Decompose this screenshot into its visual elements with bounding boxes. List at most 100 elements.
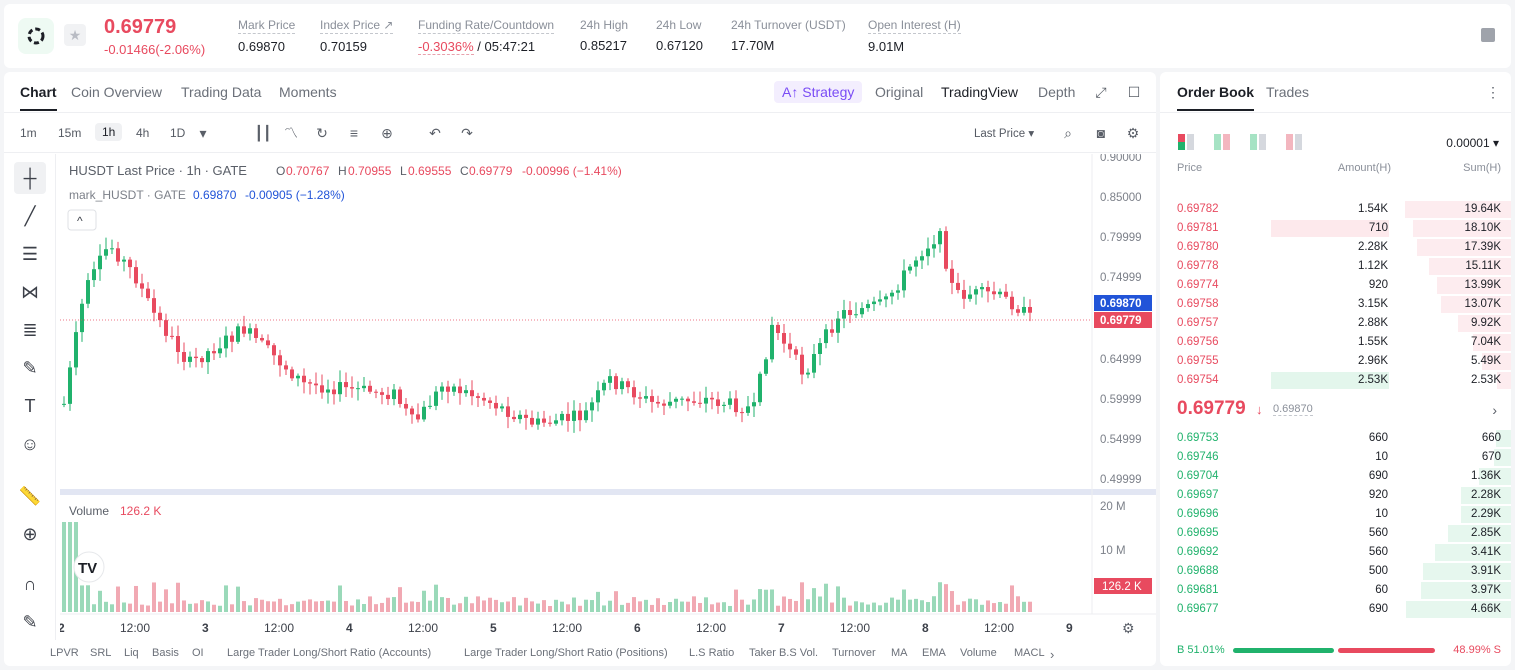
indicators-icon[interactable]: 〽: [284, 125, 298, 141]
fibonacci-icon[interactable]: ≣: [22, 319, 38, 340]
ask-row[interactable]: 0.69756 1.55K 7.04K: [1160, 333, 1511, 352]
expand-icon[interactable]: ⤢: [1095, 84, 1107, 100]
price-chart[interactable]: 0.90000 0.85000 0.79999 0.74999 0.64999 …: [60, 154, 1156, 640]
dropdown-caret-icon[interactable]: ▾: [199, 125, 207, 141]
indicator-ls-ratio[interactable]: L.S Ratio: [689, 647, 735, 659]
ask-row[interactable]: 0.69778 1.12K 15.11K: [1160, 257, 1511, 276]
ask-row[interactable]: 0.69758 3.15K 13.07K: [1160, 295, 1511, 314]
volume-bar: [962, 601, 966, 612]
bid-row[interactable]: 0.69677 690 4.66K: [1160, 600, 1511, 619]
indicator-oi[interactable]: OI: [192, 647, 204, 659]
tab-trading-data[interactable]: Trading Data: [181, 84, 262, 100]
view-depth-icon[interactable]: [1286, 134, 1304, 150]
view-original[interactable]: Original: [875, 84, 924, 100]
magnet-icon[interactable]: ∩: [23, 573, 37, 594]
timeframe-1h[interactable]: 1h: [95, 123, 123, 141]
view-tradingview[interactable]: TradingView: [941, 84, 1019, 100]
more-menu-icon[interactable]: ⋮: [1486, 84, 1500, 100]
template-icon[interactable]: ≡: [349, 125, 359, 141]
replay-icon[interactable]: ↻: [316, 125, 328, 141]
price-type-select[interactable]: Last Price ▾: [974, 128, 1035, 140]
ask-row[interactable]: 0.69754 2.53K 2.53K: [1160, 371, 1511, 390]
camera-icon[interactable]: ◙: [1096, 125, 1106, 141]
strategy-button[interactable]: A↑ Strategy: [774, 81, 863, 103]
timeframe-15m[interactable]: 15m: [58, 126, 82, 140]
ask-row[interactable]: 0.69780 2.28K 17.39K: [1160, 238, 1511, 257]
ask-row[interactable]: 0.69782 1.54K 19.64K: [1160, 200, 1511, 219]
indicator-ema[interactable]: EMA: [922, 647, 946, 659]
ruler-icon[interactable]: 📏: [18, 485, 42, 506]
ask-row[interactable]: 0.69781 710 18.10K: [1160, 219, 1511, 238]
emoji-icon[interactable]: ☺: [20, 433, 40, 454]
undo-icon[interactable]: ↶: [429, 125, 441, 141]
redo-icon[interactable]: ↷: [461, 125, 473, 141]
window-icon[interactable]: ☐: [1127, 84, 1141, 100]
bid-row[interactable]: 0.69681 60 3.97K: [1160, 581, 1511, 600]
indicator-taker-vol[interactable]: Taker B.S Vol.: [749, 647, 819, 659]
add-indicator-icon[interactable]: ⊕: [381, 125, 393, 141]
tab-trades[interactable]: Trades: [1266, 84, 1310, 100]
search-icon[interactable]: ⌕: [1064, 125, 1072, 141]
indicator-ma[interactable]: MA: [891, 647, 908, 659]
view-asks-icon[interactable]: [1250, 134, 1268, 150]
candle-type-icon[interactable]: ┃┃: [254, 125, 272, 141]
horizontal-lines-icon[interactable]: ☰: [21, 243, 39, 264]
indicator-lt-positions[interactable]: Large Trader Long/Short Ratio (Positions…: [464, 647, 668, 659]
pane-separator[interactable]: [60, 489, 1156, 495]
ask-price: 0.69756: [1177, 336, 1219, 348]
indicator-turnover[interactable]: Turnover: [832, 647, 876, 659]
indicator-lt-accounts[interactable]: Large Trader Long/Short Ratio (Accounts): [227, 647, 432, 659]
indicator-volume[interactable]: Volume: [960, 647, 997, 659]
pattern-icon[interactable]: ⋈: [21, 281, 39, 302]
indicator-macd[interactable]: MACL: [1014, 647, 1045, 659]
view-depth[interactable]: Depth: [1038, 84, 1076, 100]
bid-row[interactable]: 0.69704 690 1.36K: [1160, 467, 1511, 486]
timeframe-4h[interactable]: 4h: [136, 126, 150, 140]
indicator-srl[interactable]: SRL: [90, 647, 112, 659]
bid-row[interactable]: 0.69692 560 3.41K: [1160, 543, 1511, 562]
bid-row[interactable]: 0.69753 660 660: [1160, 429, 1511, 448]
bid-row[interactable]: 0.69695 560 2.85K: [1160, 524, 1511, 543]
view-bids-icon[interactable]: [1214, 134, 1232, 150]
indicator-basis[interactable]: Basis: [152, 647, 179, 659]
ask-row[interactable]: 0.69755 2.96K 5.49K: [1160, 352, 1511, 371]
indicator-lpvr[interactable]: LPVR: [50, 647, 79, 659]
trendline-icon[interactable]: ╱: [24, 205, 36, 226]
stat-label[interactable]: Funding Rate/Countdown: [418, 18, 555, 34]
document-icon[interactable]: [1481, 28, 1495, 42]
indicator-liq[interactable]: Liq: [124, 647, 139, 659]
volume-bar: [200, 600, 204, 612]
volume-bar: [254, 598, 258, 612]
stat-label[interactable]: Mark Price: [238, 18, 296, 34]
bid-row[interactable]: 0.69696 10 2.29K: [1160, 505, 1511, 524]
auto-scale-icon[interactable]: ⚙: [1122, 620, 1135, 636]
candle-body: [464, 390, 468, 394]
chevron-right-icon[interactable]: ›: [1492, 402, 1497, 418]
stat-label[interactable]: Index Price ↗: [320, 18, 394, 34]
bid-row[interactable]: 0.69697 920 2.28K: [1160, 486, 1511, 505]
tab-moments[interactable]: Moments: [279, 84, 337, 100]
crosshair-icon[interactable]: ┼: [14, 162, 46, 194]
collapse-legend-button[interactable]: [67, 209, 97, 231]
scroll-right-icon[interactable]: ›: [1050, 647, 1055, 662]
timeframe-1m[interactable]: 1m: [20, 126, 37, 140]
tab-coin-overview[interactable]: Coin Overview: [71, 84, 163, 100]
bid-row[interactable]: 0.69688 500 3.91K: [1160, 562, 1511, 581]
candle-body: [308, 382, 312, 384]
tradingview-logo-icon[interactable]: [73, 551, 105, 583]
lock-drawing-icon[interactable]: ✎: [22, 611, 38, 632]
timeframe-1d[interactable]: 1D: [170, 126, 186, 140]
ask-row[interactable]: 0.69774 920 13.99K: [1160, 276, 1511, 295]
brush-icon[interactable]: ✎: [22, 357, 38, 378]
ask-row[interactable]: 0.69757 2.88K 9.92K: [1160, 314, 1511, 333]
tab-chart[interactable]: Chart: [20, 84, 57, 111]
tab-order-book[interactable]: Order Book: [1177, 84, 1255, 111]
text-icon[interactable]: T: [24, 395, 36, 416]
precision-select[interactable]: 0.00001 ▾: [1446, 136, 1499, 150]
stat-label[interactable]: Open Interest (H): [868, 18, 961, 34]
gear-icon[interactable]: ⚙: [1126, 125, 1140, 141]
view-both-icon[interactable]: [1178, 134, 1196, 150]
favorite-star-icon[interactable]: ★: [64, 24, 86, 46]
zoom-icon[interactable]: ⊕: [22, 523, 38, 544]
bid-row[interactable]: 0.69746 10 670: [1160, 448, 1511, 467]
